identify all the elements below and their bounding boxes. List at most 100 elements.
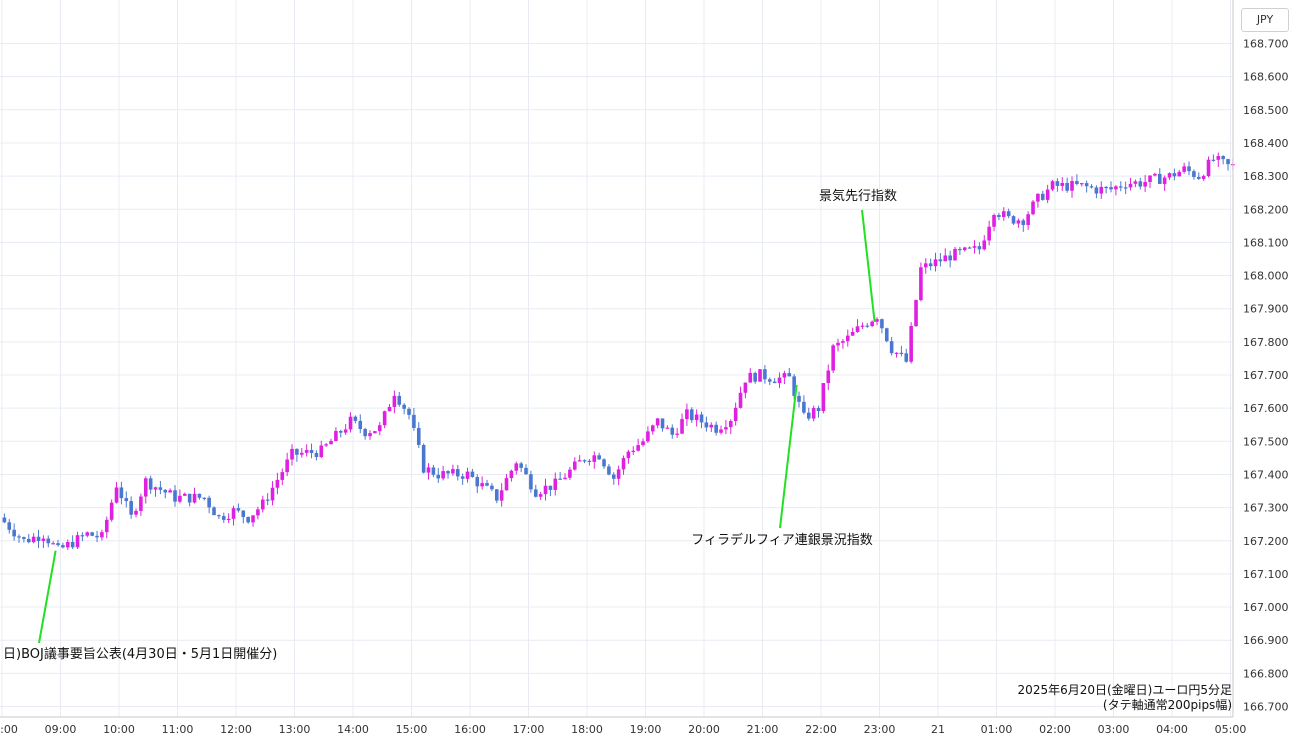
candle-body	[226, 518, 231, 521]
candle	[875, 317, 879, 326]
candle-body	[699, 414, 704, 423]
candle-body	[139, 496, 143, 511]
candle-body	[241, 510, 246, 517]
candle	[1162, 175, 1167, 191]
candle	[977, 242, 982, 255]
candle-body	[1138, 181, 1143, 187]
candle-body	[543, 485, 548, 495]
candle	[436, 468, 441, 483]
candle	[504, 474, 509, 491]
candle	[51, 541, 55, 545]
candle-body	[46, 538, 51, 544]
candle	[1109, 181, 1113, 193]
candle	[412, 407, 416, 431]
candle	[1060, 177, 1065, 191]
candle	[558, 471, 562, 480]
candle-body	[104, 519, 109, 533]
candle	[763, 365, 767, 384]
candle-body	[1221, 156, 1225, 160]
candle-body	[928, 263, 933, 267]
candle	[753, 371, 757, 384]
candle-body	[616, 469, 621, 479]
candle-body	[470, 471, 475, 478]
annotation-line	[38, 550, 57, 644]
candle	[22, 536, 26, 543]
candle-body	[685, 409, 689, 420]
candle-body	[22, 537, 26, 539]
candle	[65, 539, 70, 550]
candle	[767, 377, 772, 386]
candle	[1011, 215, 1016, 225]
candle-body	[1001, 211, 1006, 217]
candle	[1065, 177, 1069, 193]
candle-body	[295, 448, 299, 455]
candle-body	[787, 373, 792, 377]
candle-body	[894, 352, 899, 354]
candle-body	[582, 460, 587, 462]
candle	[997, 212, 1001, 221]
candle	[139, 493, 143, 516]
candle	[280, 468, 285, 486]
candle-body	[304, 449, 309, 453]
candle-body	[134, 510, 138, 515]
candle-body	[363, 429, 367, 437]
candle-body	[324, 444, 328, 446]
candle	[1172, 168, 1177, 181]
candle-body	[65, 542, 70, 548]
candle-body	[192, 493, 197, 503]
candle-body	[85, 532, 90, 536]
candle	[685, 403, 689, 426]
candle	[689, 407, 694, 423]
candle	[821, 383, 826, 414]
candle	[178, 489, 182, 504]
candle	[538, 491, 543, 500]
candle	[694, 409, 699, 427]
candle-body	[358, 420, 363, 430]
candle-body	[509, 470, 514, 479]
candle	[602, 458, 606, 469]
candle	[592, 451, 597, 469]
candle-body	[129, 501, 133, 515]
candle	[270, 481, 275, 506]
x-tick-label: 01:00	[981, 723, 1013, 736]
candle-body	[314, 452, 319, 457]
candle	[402, 403, 406, 415]
candle	[777, 372, 782, 389]
candle-body	[436, 474, 441, 479]
candle	[134, 508, 138, 518]
candle	[572, 457, 577, 471]
candle-body	[26, 538, 31, 543]
candle	[421, 443, 426, 474]
candle	[938, 252, 943, 267]
candle-body	[680, 419, 684, 434]
candle-body	[899, 352, 904, 354]
candle-body	[670, 427, 675, 435]
candle	[363, 427, 367, 440]
candle	[256, 506, 260, 520]
candle-body	[602, 459, 606, 467]
x-tick-label: 19:00	[630, 723, 662, 736]
x-tick-label: 17:00	[513, 723, 545, 736]
candle-body	[914, 300, 918, 327]
candle	[1167, 172, 1172, 180]
candle-body	[816, 408, 821, 412]
candle-body	[285, 459, 289, 473]
candle-body	[592, 455, 597, 462]
candle-body	[70, 542, 75, 548]
candle	[719, 425, 723, 435]
candle	[446, 470, 450, 479]
y-tick-label: 167.900	[1243, 303, 1289, 316]
candle-body	[95, 535, 99, 538]
candle-body	[1109, 187, 1113, 190]
candle	[295, 448, 299, 462]
candle	[314, 450, 319, 461]
grid	[0, 0, 1233, 717]
candle	[738, 386, 743, 409]
candle	[1021, 218, 1026, 232]
candle	[285, 452, 289, 477]
candle	[163, 488, 168, 499]
candle-body	[1055, 181, 1060, 186]
candle-body	[236, 508, 241, 511]
candle-body	[772, 381, 777, 384]
candle-body	[416, 427, 421, 445]
